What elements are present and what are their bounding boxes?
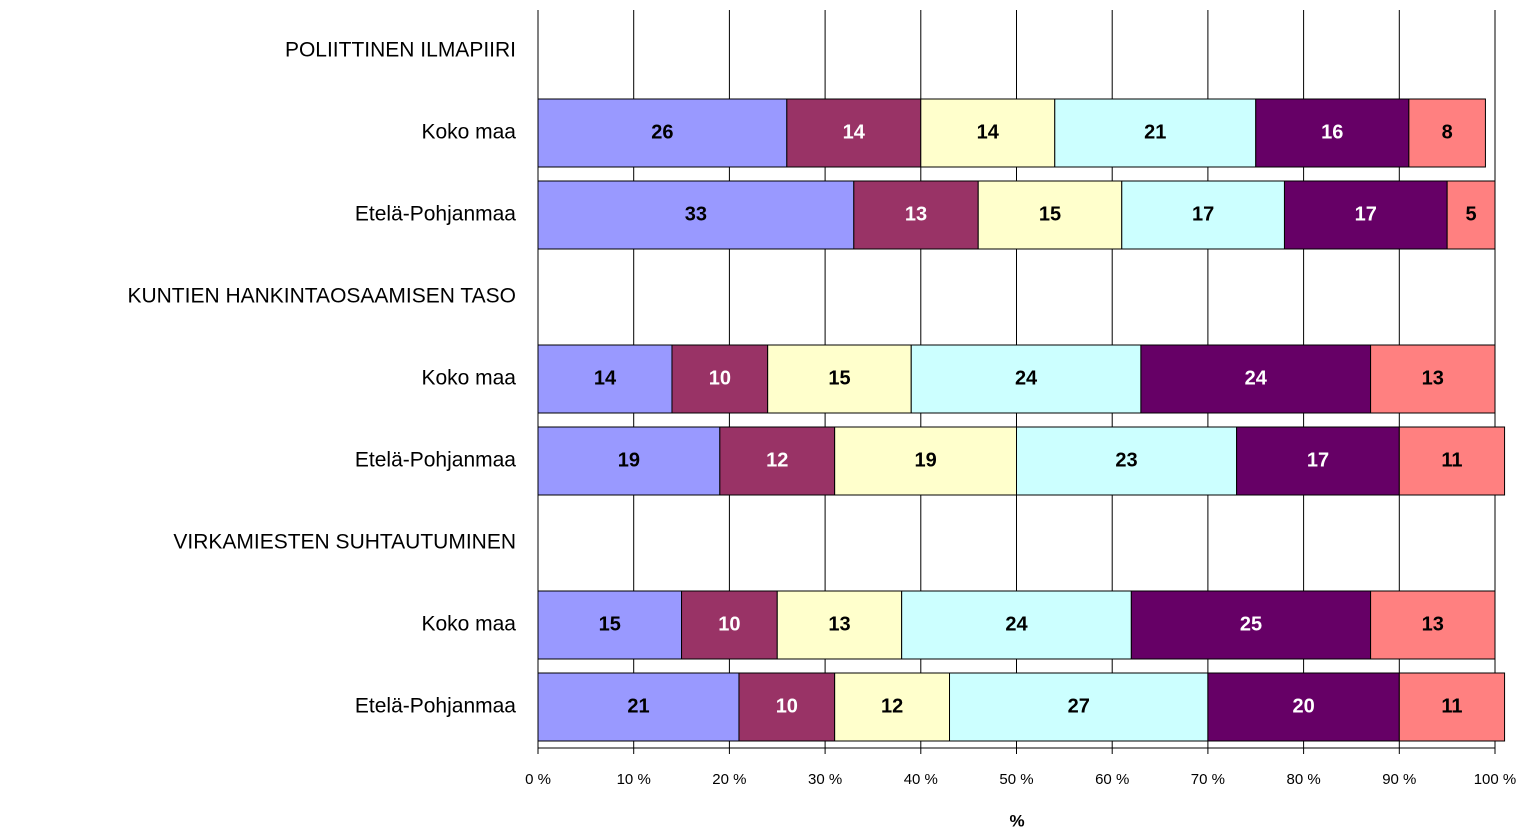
bar-segment: [1370, 344, 1496, 414]
data-label: 10: [718, 613, 740, 635]
bar-segment: [834, 426, 1017, 496]
data-label: 14: [843, 121, 866, 143]
bar-segment: [853, 180, 979, 250]
bar-segment: [1408, 98, 1486, 168]
data-label: 13: [1422, 367, 1444, 389]
data-label: 17: [1355, 203, 1377, 225]
x-tick-label: 90 %: [1382, 771, 1416, 788]
bar-segment: [1283, 180, 1448, 250]
bar-segment: [537, 98, 788, 168]
bar-segment: [671, 344, 769, 414]
data-label: 15: [599, 613, 621, 635]
y-tick-label: VIRKAMIESTEN SUHTAUTUMINEN: [173, 531, 516, 554]
data-label: 15: [828, 367, 850, 389]
x-tick-label: 100 %: [1474, 771, 1517, 788]
data-label: 11: [1441, 449, 1462, 471]
data-label: 14: [977, 121, 1000, 143]
data-label: 16: [1321, 121, 1343, 143]
data-label: 19: [914, 449, 936, 471]
x-tick-label: 50 %: [999, 771, 1033, 788]
y-tick-label: Koko maa: [421, 367, 516, 390]
y-tick-label: Etelä-Pohjanmaa: [355, 449, 516, 472]
bar-segment: [786, 98, 922, 168]
bar-segment: [537, 426, 721, 496]
data-label: 17: [1307, 449, 1329, 471]
x-tick-label: 70 %: [1191, 771, 1225, 788]
data-label: 17: [1192, 203, 1214, 225]
bar-segment: [949, 672, 1209, 742]
data-label: 23: [1115, 449, 1137, 471]
data-label: 19: [618, 449, 640, 471]
bar-segment: [920, 98, 1056, 168]
bar-segment: [719, 426, 836, 496]
bar-segment: [834, 672, 951, 742]
data-label: 20: [1292, 695, 1314, 717]
x-tick-label: 20 %: [712, 771, 746, 788]
y-tick-label: Etelä-Pohjanmaa: [355, 695, 516, 718]
bar-segment: [1207, 672, 1400, 742]
data-label: 24: [1005, 613, 1028, 635]
data-label: 8: [1442, 121, 1453, 143]
data-label: 26: [651, 121, 673, 143]
bar-segment: [1446, 180, 1496, 250]
data-label: 14: [594, 367, 617, 389]
bar-segment: [776, 590, 903, 660]
bar-segment: [1054, 98, 1257, 168]
y-tick-label: Koko maa: [421, 613, 516, 636]
data-label: 24: [1245, 367, 1268, 389]
bar-segment: [1016, 426, 1238, 496]
bar-segment: [1370, 590, 1496, 660]
x-tick-label: 10 %: [617, 771, 651, 788]
data-label: 15: [1039, 203, 1061, 225]
bar-segment: [1130, 590, 1372, 660]
bar-segment: [1121, 180, 1285, 250]
data-label: 27: [1068, 695, 1090, 717]
bar-segment: [1398, 426, 1506, 496]
bar-segment: [1236, 426, 1400, 496]
bar-segment: [1140, 344, 1372, 414]
bar-segment: [910, 344, 1142, 414]
data-label: 12: [766, 449, 788, 471]
data-label: 10: [776, 695, 798, 717]
data-label: 13: [1422, 613, 1444, 635]
bar-segment: [537, 672, 740, 742]
y-tick-label: Koko maa: [421, 121, 516, 144]
data-label: 12: [881, 695, 903, 717]
bar-segment: [977, 180, 1123, 250]
data-label: 10: [709, 367, 731, 389]
x-tick-label: 30 %: [808, 771, 842, 788]
data-label: 11: [1441, 695, 1462, 717]
x-tick-label: 40 %: [904, 771, 938, 788]
y-tick-label: KUNTIEN HANKINTAOSAAMISEN TASO: [127, 285, 516, 308]
x-tick-label: 0 %: [525, 771, 551, 788]
data-label: 13: [828, 613, 850, 635]
data-label: 21: [1144, 121, 1166, 143]
data-label: 25: [1240, 613, 1262, 635]
bar-segment: [537, 180, 855, 250]
data-label: 21: [627, 695, 649, 717]
x-tick-label: 60 %: [1095, 771, 1129, 788]
x-tick-label: 80 %: [1286, 771, 1320, 788]
bar-segment: [767, 344, 912, 414]
bar-segment: [738, 672, 836, 742]
data-label: 33: [685, 203, 707, 225]
bar-segment: [1398, 672, 1506, 742]
y-tick-label: Etelä-Pohjanmaa: [355, 203, 516, 226]
data-label: 13: [905, 203, 927, 225]
data-label: 24: [1015, 367, 1038, 389]
bar-segment: [681, 590, 778, 660]
x-axis-title: %: [1009, 811, 1024, 830]
y-tick-label: POLIITTINEN ILMAPIIRI: [285, 39, 516, 62]
data-label: 5: [1466, 203, 1477, 225]
bar-segment: [537, 344, 673, 414]
bar-segment: [901, 590, 1132, 660]
